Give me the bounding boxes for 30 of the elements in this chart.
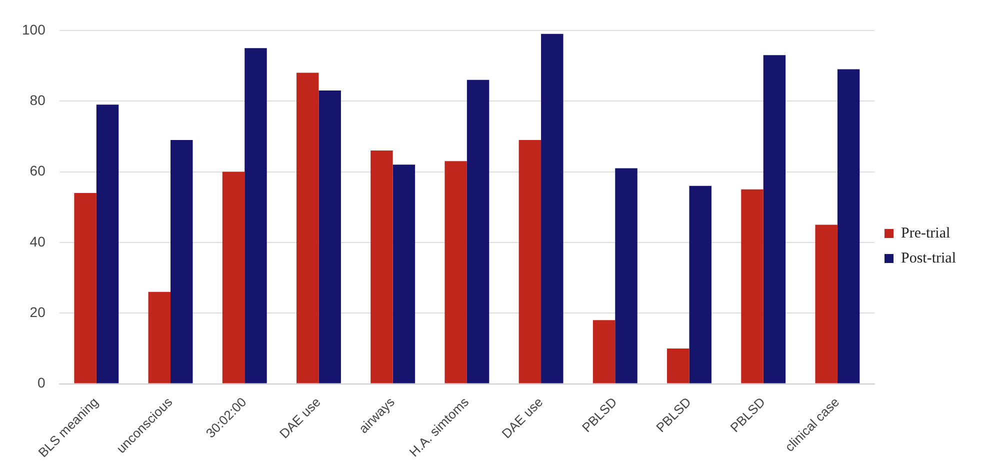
bar: [392, 164, 416, 384]
bar: [318, 90, 341, 384]
legend-label: Pre-trial: [901, 225, 950, 242]
bar: [244, 48, 267, 384]
bar: [222, 172, 245, 384]
bar: [518, 140, 542, 384]
y-tick-label: 0: [38, 374, 46, 391]
bar: [370, 150, 393, 384]
y-tick-label: 100: [22, 21, 46, 38]
bar: [296, 72, 319, 384]
bar: [763, 55, 786, 384]
y-tick-label: 80: [30, 92, 46, 108]
bar: [170, 140, 193, 384]
bar: [466, 80, 490, 384]
legend-label: Post-trial: [901, 250, 956, 266]
bar: [96, 104, 119, 384]
bar: [615, 168, 638, 384]
bar: [815, 224, 838, 384]
bar: [667, 348, 690, 384]
y-tick-label: 60: [30, 162, 46, 179]
bar: [74, 192, 96, 384]
bar: [148, 292, 171, 384]
bar: [592, 320, 616, 384]
bar: [689, 186, 712, 384]
y-tick-label: 20: [30, 304, 46, 320]
bar: [541, 34, 564, 384]
y-tick-label: 40: [30, 233, 46, 250]
bar: [741, 189, 764, 384]
bar: [837, 69, 860, 384]
bar: [444, 161, 467, 384]
